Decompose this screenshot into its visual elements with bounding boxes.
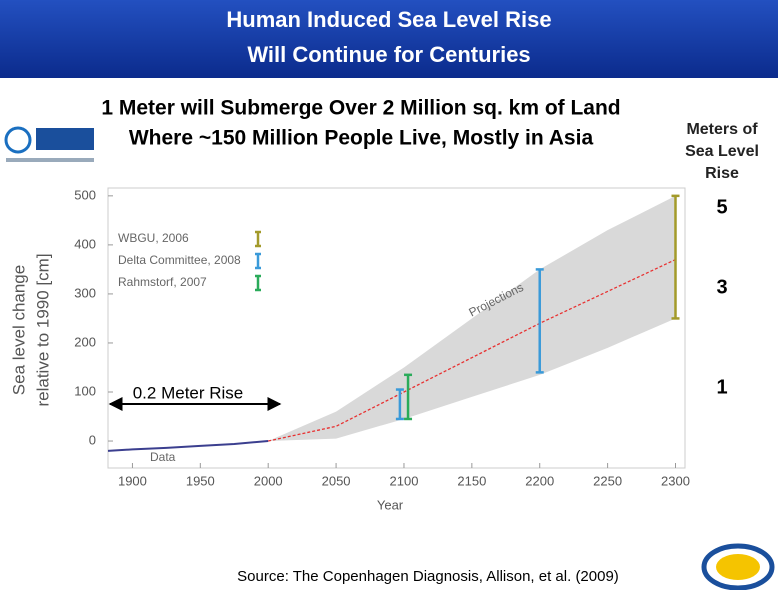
series-label: Data: [150, 450, 176, 464]
legend-label: WBGU, 2006: [118, 231, 189, 245]
subtitle: Where ~150 Million People Live, Mostly i…: [129, 127, 594, 150]
error-bar: [395, 388, 404, 421]
title: Human Induced Sea Level Rise: [226, 7, 551, 32]
side-heading: Rise: [705, 165, 739, 182]
y-tick-label: 0: [89, 432, 96, 447]
y-tick-label: 100: [74, 383, 96, 398]
x-tick-label: 2000: [254, 473, 283, 488]
legend-label: Delta Committee, 2008: [118, 253, 241, 267]
annotation: 0.2 Meter Rise: [133, 383, 244, 402]
error-bar: [535, 268, 544, 374]
x-tick-label: 1950: [186, 473, 215, 488]
side-level: 3: [716, 276, 727, 298]
y-tick-label: 500: [74, 187, 96, 202]
source: Source: The Copenhagen Diagnosis, Alliso…: [237, 568, 619, 585]
x-tick-label: 2050: [322, 473, 351, 488]
error-bar: [671, 194, 680, 320]
legend-icon: [255, 252, 261, 270]
side-level: 5: [716, 196, 727, 218]
header-band: [0, 0, 778, 78]
y-axis-label: Sea level change: [9, 265, 28, 395]
x-tick-label: 2100: [390, 473, 419, 488]
y-axis-label: relative to 1990 [cm]: [33, 253, 52, 406]
logo: [4, 126, 94, 162]
x-tick-label: 1900: [118, 473, 147, 488]
legend-label: Rahmstorf, 2007: [118, 275, 207, 289]
title: Will Continue for Centuries: [247, 42, 530, 67]
legend-icon: [255, 274, 261, 292]
legend-icon: [255, 230, 261, 248]
logo: [701, 543, 775, 590]
side-level: 1: [716, 376, 727, 398]
projection-band: [268, 195, 676, 442]
series-line: [107, 440, 269, 452]
side-heading: Sea Level: [685, 143, 759, 160]
x-tick-label: 2300: [661, 473, 690, 488]
subtitle: 1 Meter will Submerge Over 2 Million sq.…: [101, 97, 620, 120]
x-tick-label: 2200: [525, 473, 554, 488]
error-bar: [404, 373, 413, 421]
x-axis-label: Year: [377, 497, 404, 512]
y-tick-label: 300: [74, 285, 96, 300]
y-tick-label: 400: [74, 236, 96, 251]
side-heading: Meters of: [686, 121, 758, 138]
x-tick-label: 2150: [457, 473, 486, 488]
series-line: [268, 259, 676, 442]
y-tick-label: 200: [74, 334, 96, 349]
x-tick-label: 2250: [593, 473, 622, 488]
chart: 0 100 200 300 400 500 1900 1950 2000 2050 2100 2150…: [9, 187, 689, 512]
